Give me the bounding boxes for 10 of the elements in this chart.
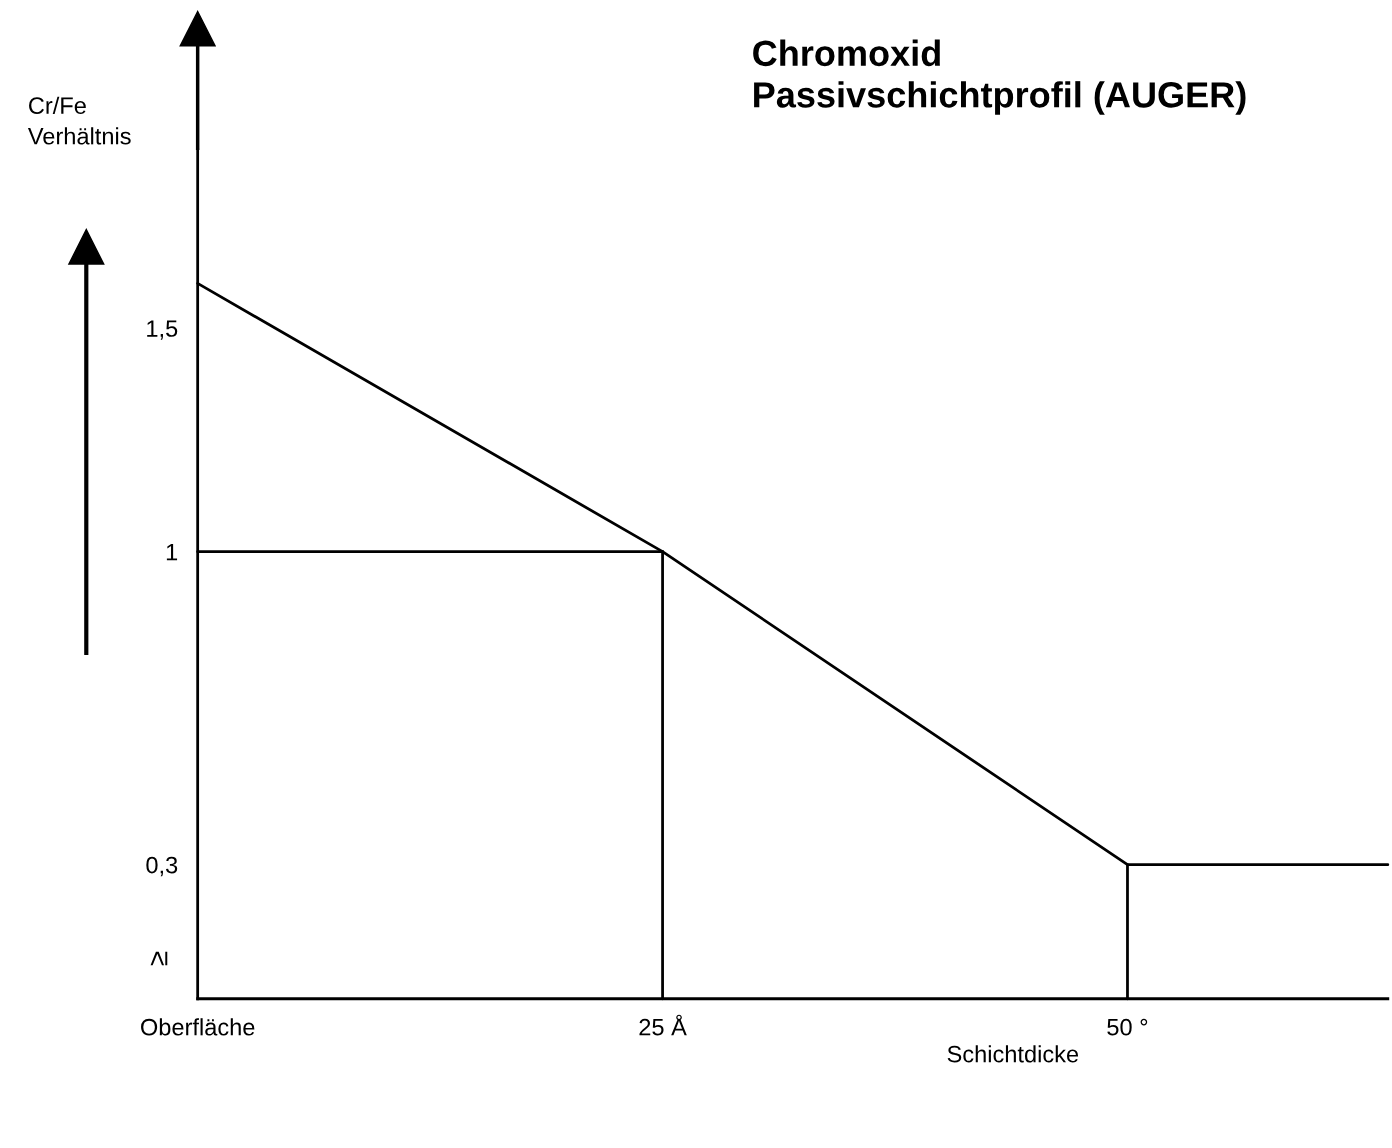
y-axis-title: Cr/Fe Verhältnis: [27, 96, 131, 145]
x-tick-label: 50 °: [1107, 1018, 1148, 1036]
x-axis-title: Schichtdicke: [947, 1045, 1079, 1063]
x-tick-label: 25 Å: [639, 1014, 687, 1036]
y-tick-label: 1,5: [147, 320, 178, 340]
chart-title: Chromoxid Passivschichtprofil (AUGER): [753, 39, 1246, 115]
y-tick-label: 1: [166, 543, 178, 561]
x-tick-label: Oberfläche: [141, 1018, 255, 1036]
y-tick-label: 0,3: [146, 856, 178, 877]
text: ≥: [150, 951, 168, 966]
